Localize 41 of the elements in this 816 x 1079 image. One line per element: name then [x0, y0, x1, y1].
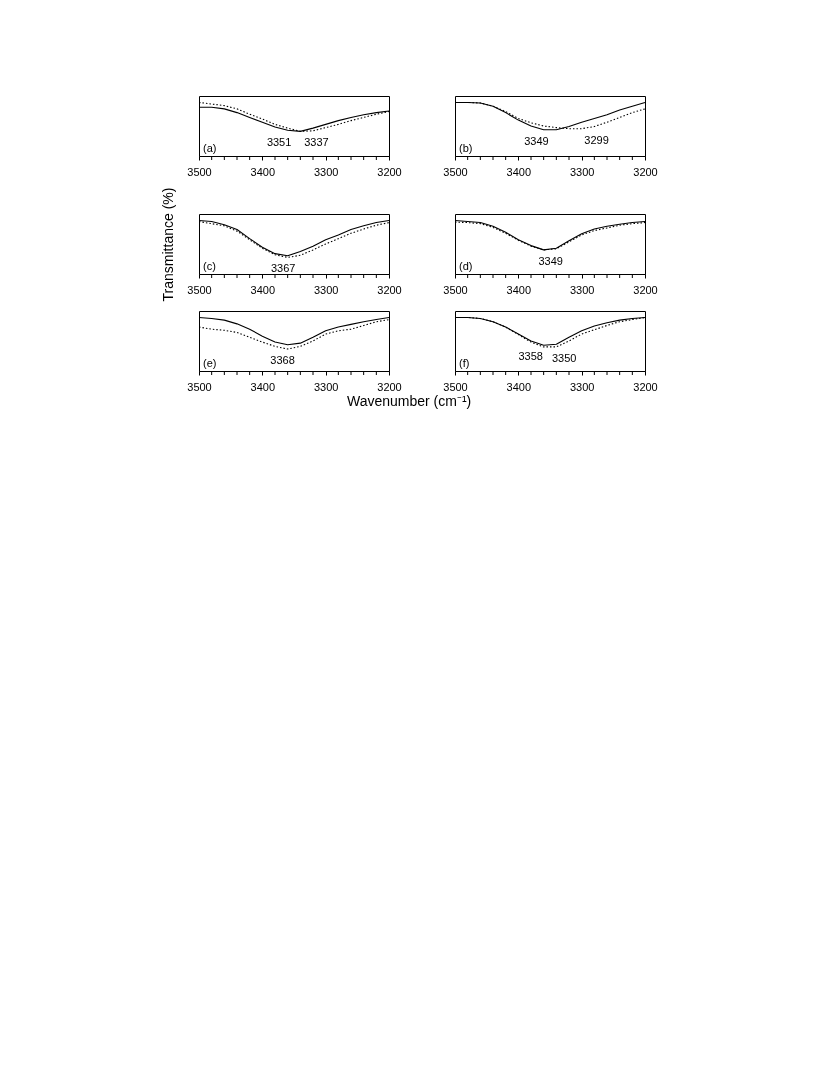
annotation: (a) [203, 142, 217, 154]
x-tick-label: 3400 [250, 165, 276, 178]
annotation: 3349 [538, 254, 563, 267]
x-tick-label: 3200 [633, 380, 658, 393]
x-tick-label: 3200 [377, 380, 402, 393]
x-tick-label: 3200 [633, 283, 658, 296]
annotation: (e) [203, 357, 217, 369]
x-tick-label: 3300 [569, 165, 595, 178]
annotation: 3358 [518, 350, 543, 363]
annotation: 3349 [524, 134, 549, 147]
x-tick-label: 3200 [633, 165, 658, 178]
x-tick-label: 3300 [313, 165, 339, 178]
annotation: 3337 [304, 136, 329, 149]
y-axis-title: Transmittance (%) [159, 187, 176, 302]
annotation: (f) [459, 357, 470, 369]
x-tick-label: 3500 [187, 283, 212, 296]
x-tick-label: 3200 [377, 283, 402, 296]
annotation: 3299 [584, 133, 609, 146]
x-tick-label: 3500 [187, 165, 212, 178]
x-tick-label: 3400 [506, 283, 532, 296]
x-axis-title: Wavenumber (cm⁻¹) [346, 392, 472, 409]
annotation: 3350 [552, 351, 577, 364]
annotation: (d) [459, 260, 473, 272]
x-tick-label: 3200 [377, 165, 402, 178]
x-tick-label: 3300 [313, 380, 339, 393]
annotation: 3368 [270, 354, 295, 367]
x-tick-label: 3500 [187, 380, 212, 393]
x-tick-label: 3300 [569, 380, 595, 393]
x-tick-label: 3500 [443, 165, 468, 178]
x-tick-label: 3500 [443, 380, 468, 393]
x-tick-label: 3500 [443, 283, 468, 296]
x-tick-label: 3300 [313, 283, 339, 296]
x-tick-label: 3400 [250, 380, 276, 393]
x-tick-label: 3400 [250, 283, 276, 296]
annotation: (c) [203, 260, 216, 272]
annotation: 3351 [266, 136, 292, 149]
annotation: 3367 [270, 262, 296, 275]
x-tick-label: 3400 [506, 380, 532, 393]
x-tick-label: 3400 [506, 165, 532, 178]
annotation: (b) [459, 142, 473, 154]
x-tick-label: 3300 [569, 283, 595, 296]
